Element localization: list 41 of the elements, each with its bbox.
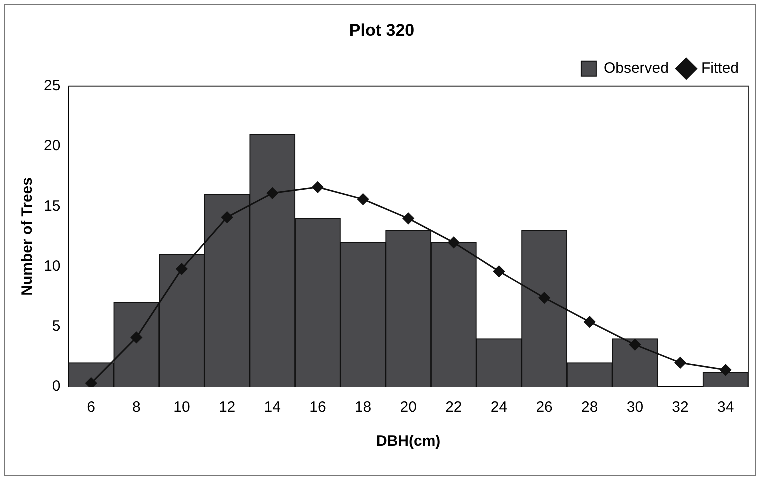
y-tick-label: 0 bbox=[52, 378, 61, 396]
point bbox=[538, 292, 550, 304]
x-tick-label: 34 bbox=[717, 399, 734, 416]
point bbox=[629, 339, 641, 351]
x-tick-label: 10 bbox=[174, 399, 190, 416]
point bbox=[86, 378, 98, 387]
y-tick-label: 25 bbox=[44, 78, 61, 95]
legend-label: Fitted bbox=[701, 60, 739, 78]
point bbox=[493, 266, 505, 278]
y-axis-title: Number of Trees bbox=[19, 178, 36, 296]
y-tick-label: 15 bbox=[44, 198, 61, 215]
point bbox=[358, 194, 370, 206]
point bbox=[674, 357, 686, 369]
x-tick-label: 16 bbox=[310, 399, 326, 416]
point bbox=[222, 212, 234, 224]
chart-title: Plot 320 bbox=[349, 20, 415, 40]
x-tick-label: 20 bbox=[400, 399, 417, 416]
y-tick-label: 10 bbox=[44, 258, 61, 275]
point bbox=[448, 236, 460, 248]
y-tick-label: 5 bbox=[52, 318, 61, 336]
x-tick-label: 12 bbox=[218, 399, 236, 416]
point bbox=[720, 364, 732, 376]
x-tick-label: 28 bbox=[582, 399, 598, 416]
x-tick-label: 8 bbox=[132, 399, 141, 416]
x-tick-label: 32 bbox=[672, 399, 689, 416]
point bbox=[402, 212, 414, 224]
point bbox=[176, 263, 188, 275]
x-tick-label: 22 bbox=[446, 399, 462, 416]
x-tick-label: 24 bbox=[490, 399, 508, 416]
point bbox=[266, 188, 278, 200]
point bbox=[130, 332, 142, 344]
x-tick-label: 14 bbox=[264, 399, 281, 416]
point bbox=[312, 182, 324, 194]
x-axis-title: DBH(cm) bbox=[376, 433, 441, 450]
x-tick-label: 26 bbox=[536, 399, 553, 416]
legend-label: Observed bbox=[604, 60, 669, 78]
x-tick-label: 30 bbox=[626, 399, 644, 416]
x-tick-label: 6 bbox=[87, 399, 96, 416]
x-tick-label: 18 bbox=[354, 399, 372, 416]
point bbox=[584, 316, 596, 328]
y-tick-label: 20 bbox=[44, 138, 61, 155]
